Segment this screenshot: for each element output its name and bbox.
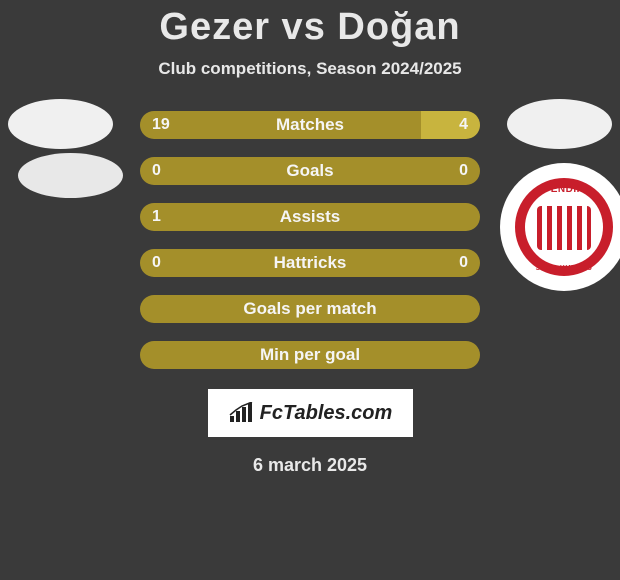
comparison-title: Gezer vs Doğan xyxy=(0,0,620,49)
stat-bar-goals-per-match: Goals per match xyxy=(140,295,480,323)
stat-bar-assists: 1 Assists xyxy=(140,203,480,231)
stat-label: Matches xyxy=(140,115,480,135)
stat-bar-matches: 19 Matches 4 xyxy=(140,111,480,139)
stat-label: Min per goal xyxy=(140,345,480,365)
stat-label: Goals per match xyxy=(140,299,480,319)
stat-bar-hattricks: 0 Hattricks 0 xyxy=(140,249,480,277)
stat-right-value: 0 xyxy=(459,162,468,180)
stat-label: Assists xyxy=(140,207,480,227)
crest-text-bottom: SPOR KULÜBÜ xyxy=(515,265,613,272)
brand-chart-icon xyxy=(228,402,254,424)
stat-label: Hattricks xyxy=(140,253,480,273)
stat-label: Goals xyxy=(140,161,480,181)
stat-bar-goals: 0 Goals 0 xyxy=(140,157,480,185)
comparison-date: 6 march 2025 xyxy=(0,455,620,476)
club-left-avatar xyxy=(18,153,123,198)
club-right-avatar: PENDİK SPOR KULÜBÜ xyxy=(500,163,620,291)
stat-bars: 19 Matches 4 0 Goals 0 1 Assists 0 Hattr… xyxy=(140,111,480,369)
club-crest-icon: PENDİK SPOR KULÜBÜ xyxy=(515,178,613,276)
player-left-avatar xyxy=(8,99,113,149)
comparison-content: PENDİK SPOR KULÜBÜ 19 Matches 4 0 Goals … xyxy=(0,111,620,476)
stat-right-value: 4 xyxy=(459,116,468,134)
comparison-subtitle: Club competitions, Season 2024/2025 xyxy=(0,59,620,79)
crest-text-top: PENDİK xyxy=(515,184,613,195)
player-right-avatar xyxy=(507,99,612,149)
brand-label: FcTables.com xyxy=(260,402,393,425)
stat-right-value: 0 xyxy=(459,254,468,272)
stat-bar-min-per-goal: Min per goal xyxy=(140,341,480,369)
brand-box[interactable]: FcTables.com xyxy=(208,389,413,437)
